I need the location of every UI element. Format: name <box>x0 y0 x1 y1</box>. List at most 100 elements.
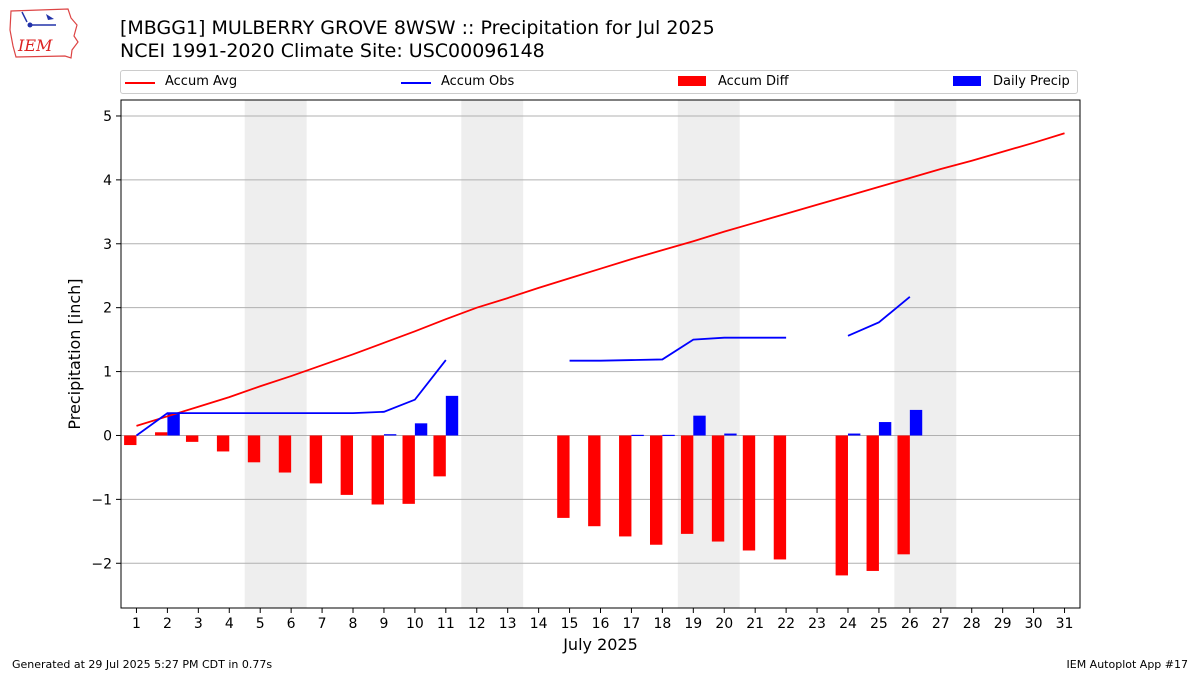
accum-obs-line <box>847 296 911 337</box>
accum-diff-bar <box>124 435 137 446</box>
x-tick-label: 26 <box>901 616 919 632</box>
y-tick-label: −1 <box>91 492 112 508</box>
x-tick-label: 17 <box>623 616 641 632</box>
x-tick-label: 24 <box>839 616 857 632</box>
x-tick-label: 16 <box>592 616 610 632</box>
accum-obs-line <box>569 336 787 362</box>
chart-title: [MBGG1] MULBERRY GROVE 8WSW :: Precipita… <box>120 17 715 39</box>
accum-diff-bar <box>619 435 632 537</box>
daily-precip-bar <box>878 422 892 436</box>
daily-precip-bar <box>662 434 675 437</box>
x-tick-label: 13 <box>499 616 517 632</box>
accum-diff-bar <box>371 435 384 505</box>
accum-avg-line <box>136 132 1065 427</box>
legend-item-daily-precip: Daily Precip <box>953 74 1077 92</box>
daily-precip-bar <box>693 415 706 436</box>
accum-diff-bar <box>433 435 446 477</box>
accum-diff-bar <box>155 432 168 436</box>
iem-logo: IEM <box>8 6 80 60</box>
x-tick-label: 7 <box>318 616 327 632</box>
y-tick-label: 5 <box>103 109 112 125</box>
accum-diff-bar <box>402 435 415 504</box>
x-tick-label: 30 <box>1025 616 1043 632</box>
accum-diff-bar <box>309 435 323 484</box>
accum-diff-bar <box>247 435 261 463</box>
x-tick-label: 15 <box>561 616 579 632</box>
x-tick-label: 28 <box>963 616 981 632</box>
x-tick-label: 29 <box>994 616 1012 632</box>
legend-item-accum-avg: Accum Avg <box>125 74 325 92</box>
x-tick-label: 19 <box>684 616 702 632</box>
legend-swatch <box>678 76 706 86</box>
daily-precip-bar <box>383 434 397 436</box>
y-tick-label: 3 <box>103 237 112 253</box>
x-tick-label: 31 <box>1056 616 1074 632</box>
legend-label: Daily Precip <box>993 74 1070 89</box>
accum-diff-bar <box>216 435 230 452</box>
x-tick-label: 22 <box>777 616 795 632</box>
x-tick-label: 1 <box>132 616 141 632</box>
x-tick-label: 2 <box>163 616 172 632</box>
x-tick-label: 23 <box>808 616 826 632</box>
x-tick-label: 11 <box>437 616 455 632</box>
accum-diff-bar <box>185 435 199 442</box>
x-tick-label: 9 <box>379 616 388 632</box>
x-tick-label: 3 <box>194 616 203 632</box>
accum-diff-bar <box>897 435 910 555</box>
accum-diff-bar <box>773 435 787 560</box>
accum-diff-bar <box>711 435 725 542</box>
x-tick-label: 18 <box>653 616 671 632</box>
x-tick-label: 27 <box>932 616 950 632</box>
x-tick-label: 25 <box>870 616 888 632</box>
legend-label: Accum Obs <box>441 74 515 89</box>
x-tick-label: 5 <box>256 616 265 632</box>
daily-precip-bar <box>445 395 459 436</box>
legend-swatch <box>401 82 431 84</box>
accum-diff-bar <box>680 435 694 534</box>
accum-diff-bar <box>742 435 756 551</box>
legend-label: Accum Diff <box>718 74 789 89</box>
x-tick-label: 12 <box>468 616 486 632</box>
x-tick-label: 6 <box>287 616 296 632</box>
y-tick-label: 2 <box>103 301 112 317</box>
accum-obs-line <box>135 359 447 437</box>
accum-diff-bar <box>866 435 879 571</box>
accum-diff-bar <box>557 435 570 518</box>
accum-diff-bar <box>835 435 848 576</box>
legend-item-accum-obs: Accum Obs <box>401 74 601 92</box>
legend-swatch <box>953 76 981 86</box>
x-tick-label: 4 <box>225 616 234 632</box>
logo-text: IEM <box>17 36 53 55</box>
daily-precip-bar <box>631 434 644 437</box>
y-tick-label: 0 <box>103 428 112 444</box>
chart-subtitle: NCEI 1991-2020 Climate Site: USC00096148 <box>120 40 545 62</box>
daily-precip-bar <box>724 433 737 436</box>
app-footer: IEM Autoplot App #17 <box>1066 658 1189 671</box>
accum-diff-bar <box>278 435 292 473</box>
accum-diff-bar <box>649 435 663 545</box>
legend-label: Accum Avg <box>165 74 238 89</box>
daily-precip-bar <box>847 433 861 436</box>
legend-item-accum-diff: Accum Diff <box>678 74 878 92</box>
y-tick-label: 4 <box>103 173 112 189</box>
x-tick-label: 14 <box>530 616 548 632</box>
y-tick-label: 1 <box>103 365 112 381</box>
accum-diff-bar <box>588 435 601 527</box>
accum-diff-bar <box>340 435 354 495</box>
x-tick-label: 21 <box>746 616 764 632</box>
daily-precip-bar <box>167 413 180 436</box>
weekend-band <box>244 100 307 608</box>
legend-swatch <box>125 82 155 84</box>
y-axis-label: Precipitation [inch] <box>65 278 84 429</box>
chart-legend: Accum Avg Accum Obs Accum Diff Daily Pre… <box>120 70 1078 94</box>
x-tick-label: 20 <box>715 616 733 632</box>
x-axis-label: July 2025 <box>562 635 638 654</box>
y-tick-label: −2 <box>91 556 112 572</box>
x-tick-label: 10 <box>406 616 424 632</box>
generated-footer: Generated at 29 Jul 2025 5:27 PM CDT in … <box>12 658 273 671</box>
x-tick-label: 8 <box>349 616 358 632</box>
daily-precip-bar <box>414 423 428 436</box>
daily-precip-bar <box>909 409 923 436</box>
weekend-band <box>461 100 524 608</box>
